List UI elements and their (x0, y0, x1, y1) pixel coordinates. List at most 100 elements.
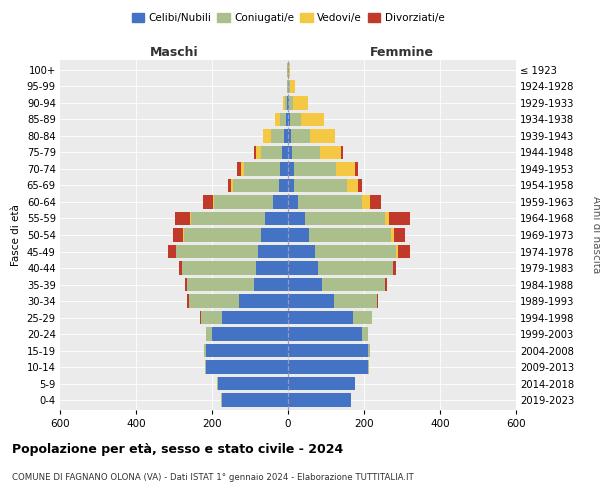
Bar (291, 129, 310, 142)
Bar (288, 195, 298, 209)
Bar (212, 328, 288, 341)
Bar (187, 278, 254, 291)
Bar (347, 178, 358, 192)
Bar (385, 212, 389, 226)
Bar (256, 261, 288, 275)
Bar (228, 178, 231, 192)
Bar (288, 146, 292, 159)
Bar (288, 178, 294, 192)
Bar (286, 112, 288, 126)
Bar (231, 178, 233, 192)
Bar (335, 162, 355, 175)
Bar (185, 278, 187, 291)
Bar (206, 360, 288, 374)
Bar (265, 212, 288, 226)
Bar (283, 96, 286, 110)
Bar (175, 212, 190, 226)
Bar (288, 344, 368, 358)
Bar (190, 212, 191, 226)
Bar (320, 146, 341, 159)
Bar (262, 228, 288, 242)
Bar (355, 162, 358, 175)
Bar (290, 80, 295, 93)
Bar (301, 112, 324, 126)
Bar (176, 244, 257, 258)
Bar (221, 394, 288, 407)
Bar (305, 212, 385, 226)
Bar (368, 360, 369, 374)
Bar (288, 261, 319, 275)
Legend: Celibi/Nubili, Coniugati/e, Vedovi/e, Divorziati/e: Celibi/Nubili, Coniugati/e, Vedovi/e, Di… (127, 9, 449, 28)
Bar (206, 328, 212, 341)
Bar (288, 328, 362, 341)
Bar (173, 228, 183, 242)
Bar (218, 377, 288, 390)
Bar (290, 112, 301, 126)
Bar (319, 261, 392, 275)
Bar (368, 344, 370, 358)
Bar (283, 146, 288, 159)
Bar (238, 162, 241, 175)
Bar (294, 178, 347, 192)
Bar (393, 261, 397, 275)
Bar (273, 195, 288, 209)
Bar (314, 244, 397, 258)
Bar (288, 212, 305, 226)
Bar (310, 129, 335, 142)
Bar (377, 294, 379, 308)
Bar (179, 261, 182, 275)
Bar (294, 162, 335, 175)
Bar (288, 228, 309, 242)
Bar (256, 146, 262, 159)
Bar (271, 129, 284, 142)
Text: Maschi: Maschi (149, 46, 199, 59)
Bar (288, 162, 294, 175)
Bar (205, 360, 206, 374)
Bar (205, 344, 206, 358)
Bar (214, 195, 273, 209)
Bar (292, 146, 320, 159)
Bar (284, 129, 288, 142)
Bar (362, 328, 368, 341)
Bar (334, 294, 377, 308)
Y-axis label: Fasce di età: Fasce di età (11, 204, 21, 266)
Bar (286, 96, 287, 110)
Bar (289, 63, 290, 76)
Bar (389, 212, 410, 226)
Bar (239, 294, 288, 308)
Bar (187, 294, 189, 308)
Bar (262, 146, 283, 159)
Bar (322, 278, 385, 291)
Bar (184, 228, 262, 242)
Bar (309, 228, 391, 242)
Bar (394, 228, 405, 242)
Bar (183, 228, 184, 242)
Bar (244, 162, 280, 175)
Bar (287, 96, 288, 110)
Bar (182, 261, 256, 275)
Bar (191, 212, 265, 226)
Bar (213, 195, 214, 209)
Text: Femmine: Femmine (370, 46, 434, 59)
Bar (206, 344, 288, 358)
Bar (385, 278, 387, 291)
Bar (257, 244, 288, 258)
Bar (392, 261, 393, 275)
Bar (288, 394, 350, 407)
Bar (288, 244, 314, 258)
Bar (189, 294, 239, 308)
Bar (200, 311, 221, 324)
Bar (397, 244, 398, 258)
Bar (288, 311, 353, 324)
Bar (358, 178, 362, 192)
Text: COMUNE DI FAGNANO OLONA (VA) - Dati ISTAT 1° gennaio 2024 - Elaborazione TUTTITA: COMUNE DI FAGNANO OLONA (VA) - Dati ISTA… (12, 472, 414, 482)
Bar (289, 96, 293, 110)
Bar (398, 244, 410, 258)
Bar (241, 162, 244, 175)
Bar (288, 377, 355, 390)
Bar (391, 228, 394, 242)
Bar (275, 112, 280, 126)
Bar (288, 96, 289, 110)
Bar (293, 96, 308, 110)
Bar (203, 195, 213, 209)
